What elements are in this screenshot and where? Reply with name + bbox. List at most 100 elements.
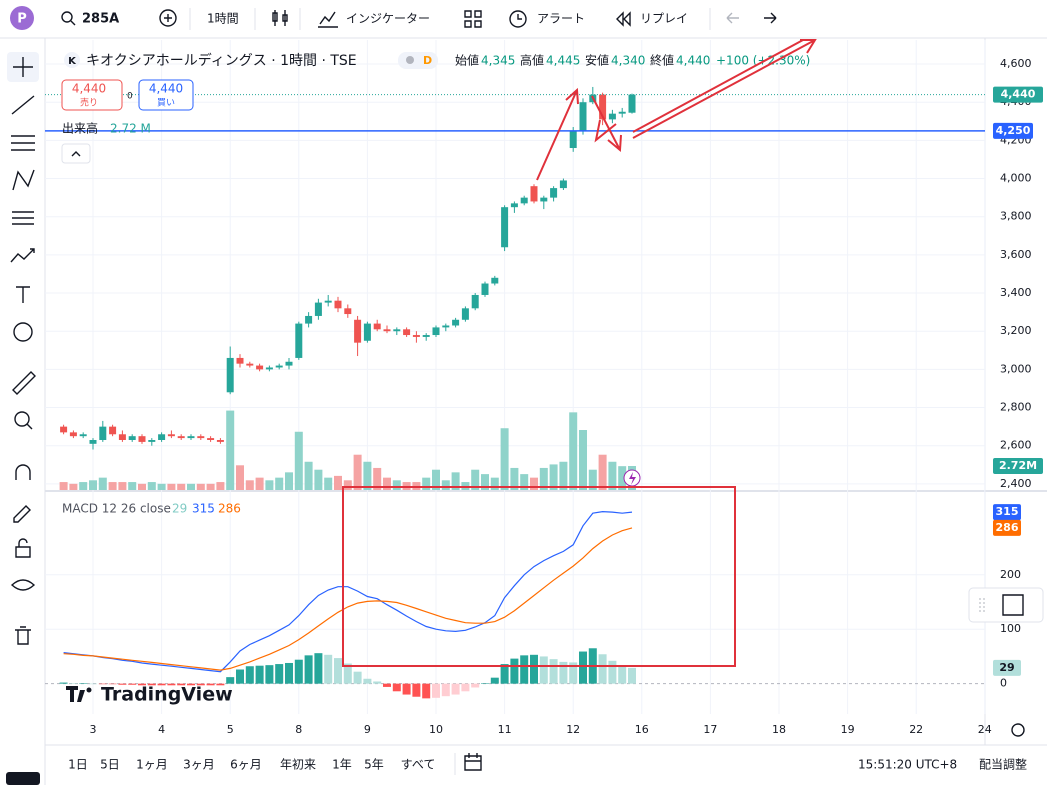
layout-icon[interactable] — [464, 10, 482, 28]
volume-bar — [59, 482, 68, 490]
volume-bar — [304, 461, 313, 490]
x-tick-label: 12 — [566, 723, 580, 736]
undo[interactable] — [726, 12, 739, 24]
macd-tick-label: 200 — [1000, 568, 1021, 581]
macd-histogram-bar — [128, 683, 137, 685]
macd-histogram-bar — [510, 658, 519, 684]
candle-body — [148, 440, 156, 442]
indicator-icon[interactable] — [318, 11, 338, 28]
macd-tick-label: 100 — [1000, 622, 1021, 635]
candle-body — [187, 436, 195, 439]
volume-bar — [598, 454, 607, 490]
magnet-tool[interactable] — [15, 464, 31, 480]
symbol-badge-letter: K — [68, 56, 77, 67]
buy-button[interactable] — [138, 79, 194, 111]
candle-body — [510, 203, 518, 208]
macd-histogram-bar — [481, 683, 489, 684]
macd-tick-label: 0 — [1000, 677, 1007, 690]
replay[interactable]: リプレイ — [640, 12, 688, 26]
goto-date[interactable] — [464, 753, 482, 771]
highlight-box — [342, 486, 736, 667]
macd-histogram-bar — [275, 664, 284, 684]
add-symbol[interactable] — [159, 9, 177, 27]
floating-widget — [968, 587, 1044, 623]
range-button[interactable]: 年初来 — [280, 758, 316, 772]
x-tick-label: 8 — [295, 723, 302, 736]
candle-body — [89, 440, 97, 444]
candle-body — [461, 308, 469, 320]
pattern-tool[interactable] — [12, 169, 35, 191]
crosshair-tool[interactable] — [13, 57, 33, 77]
candle-body — [128, 436, 136, 440]
range-button[interactable]: 5日 — [100, 758, 120, 772]
candle-body — [167, 434, 175, 437]
arrow — [536, 87, 579, 181]
macd-histogram-bar — [373, 681, 382, 684]
panel-toggle[interactable] — [6, 772, 40, 785]
projection-tool[interactable] — [12, 211, 34, 225]
candle-body — [138, 436, 146, 442]
emoji-tool[interactable] — [13, 322, 33, 342]
alert-icon[interactable] — [509, 10, 527, 28]
macd-histogram-bar — [285, 662, 293, 684]
avatar[interactable] — [10, 6, 34, 30]
settings-icon[interactable] — [1011, 723, 1025, 737]
candle-body — [177, 436, 185, 439]
chart-type-icon[interactable] — [272, 10, 288, 26]
candle-body — [569, 130, 577, 149]
candle-body — [393, 329, 401, 332]
close-value: 4,440 — [676, 54, 710, 68]
range-button[interactable]: 6ヶ月 — [230, 758, 262, 772]
candle-body — [373, 323, 381, 330]
replay-icon[interactable] — [616, 11, 631, 27]
volume-bar — [275, 477, 284, 490]
trendline-tool[interactable] — [11, 95, 35, 115]
range-button[interactable]: 3ヶ月 — [183, 758, 215, 772]
volume-bar — [618, 466, 627, 490]
candle-body — [579, 102, 587, 131]
draw-lock-tool[interactable] — [13, 505, 31, 523]
ruler-tool[interactable] — [12, 371, 36, 395]
candle-body — [158, 434, 166, 440]
volume-bar — [89, 480, 97, 490]
zoom-tool[interactable] — [14, 411, 30, 427]
text-tool[interactable] — [16, 286, 30, 303]
macd-histogram-bar — [147, 683, 156, 686]
fib-tool[interactable] — [11, 135, 35, 151]
range-button[interactable]: 1日 — [68, 758, 88, 772]
delete-tool[interactable] — [15, 626, 31, 645]
candle-body — [334, 300, 342, 309]
visibility-tool[interactable] — [10, 579, 36, 591]
range-button[interactable]: 1ヶ月 — [136, 758, 168, 772]
collapse-button[interactable] — [61, 143, 91, 164]
adjust[interactable]: 配当調整 — [979, 757, 1027, 772]
macd-histogram-bar — [500, 664, 509, 684]
x-tick-label: 11 — [498, 723, 512, 736]
range-button[interactable]: 1年 — [332, 758, 352, 772]
interval[interactable]: 1時間 — [207, 12, 239, 26]
last-price-label: 4,440 — [1001, 88, 1036, 101]
indicators[interactable]: インジケーター — [346, 12, 430, 26]
candle-body — [79, 434, 87, 437]
forecast-tool[interactable] — [10, 248, 35, 263]
macd-histogram-bar — [187, 683, 195, 686]
symbol-title[interactable]: キオクシアホールディングス · 1時間 · TSE — [86, 52, 357, 69]
candle-body — [422, 335, 430, 337]
lock-tool[interactable] — [15, 538, 31, 558]
candle-body — [491, 277, 499, 284]
macd-histogram-bar — [196, 683, 205, 686]
price-line-label: 4,250 — [996, 124, 1031, 137]
volume-bar — [216, 482, 225, 490]
alert[interactable]: アラート — [537, 12, 585, 26]
search-icon[interactable] — [61, 11, 73, 23]
signal-badge-label: 286 — [996, 521, 1019, 534]
sell-button[interactable] — [61, 79, 123, 111]
redo[interactable] — [764, 12, 777, 24]
range-button[interactable]: すべて — [401, 758, 436, 772]
search-icon — [70, 20, 76, 26]
symbol[interactable]: 285A — [82, 12, 119, 27]
fullscreen-icon[interactable] — [1002, 594, 1024, 616]
volume-bar — [334, 475, 342, 490]
range-button[interactable]: 5年 — [364, 758, 384, 772]
